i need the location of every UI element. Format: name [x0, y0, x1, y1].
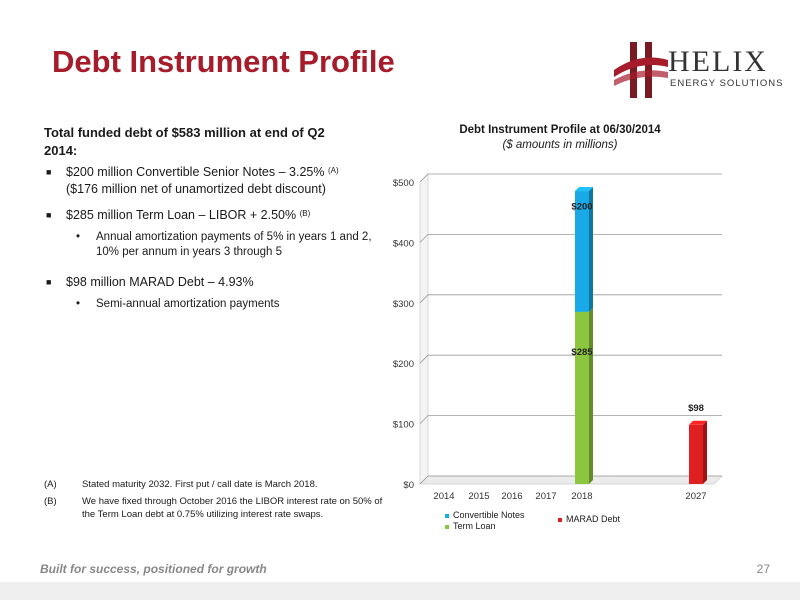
bar-segment-side [589, 307, 593, 484]
bullet-convertible: ■ $200 million Convertible Senior Notes … [44, 164, 384, 198]
x-tick-label: 2017 [535, 491, 556, 502]
legend-swatch-icon [445, 513, 449, 518]
y-tick-label: $300 [393, 299, 414, 310]
legend-convertible: Convertible Notes [445, 510, 525, 520]
legend-term-loan: Term Loan [445, 521, 496, 531]
helix-emblem-icon [614, 42, 668, 98]
bullet-term-loan: ■ $285 million Term Loan – LIBOR + 2.50%… [44, 207, 384, 224]
sub-bullet-text: Annual amortization payments of 5% in ye… [96, 231, 372, 258]
bar-segment-side [589, 187, 593, 312]
legend-label: Term Loan [453, 521, 496, 531]
footnote-tag: (A) [44, 479, 57, 490]
dot-bullet-icon: • [76, 298, 81, 310]
square-bullet-icon: ■ [46, 277, 52, 287]
footnote-ref: (B) [299, 209, 311, 218]
footer-band [0, 582, 800, 600]
square-bullet-icon: ■ [46, 210, 52, 220]
dot-bullet-icon: • [76, 231, 81, 243]
x-tick-label: 2016 [501, 491, 522, 502]
y-tick-label: $200 [393, 359, 414, 370]
gridline [419, 173, 722, 183]
footer-tagline: Built for success, positioned for growth [40, 562, 267, 576]
sub-bullet-amortization: • Annual amortization payments of 5% in … [44, 230, 384, 260]
bullet-marad: ■ $98 million MARAD Debt – 4.93% [44, 274, 384, 291]
x-tick-label: 2014 [433, 491, 454, 502]
y-tick-label: $500 [393, 178, 414, 189]
footnote-text: We have fixed through October 2016 the L… [82, 496, 383, 520]
y-tick-label: $0 [403, 480, 414, 491]
legend-swatch-icon [558, 517, 562, 522]
bar-segment-front [689, 424, 703, 484]
sub-bullet-text: Semi-annual amortization payments [96, 298, 280, 310]
chart-title: Debt Instrument Profile at 06/30/2014 [459, 124, 661, 136]
logo-name: HELIX [668, 45, 768, 78]
bar-segment-top [689, 420, 707, 425]
data-label: $98 [688, 403, 704, 414]
page-number: 27 [756, 562, 770, 576]
square-bullet-icon: ■ [46, 167, 52, 177]
chart-floor [419, 475, 723, 485]
gridline [419, 354, 722, 364]
y-tick-label: $400 [393, 238, 414, 249]
gridline [419, 234, 722, 243]
chart-side-wall [419, 173, 429, 485]
gridline [419, 415, 722, 424]
footnotes: (A) Stated maturity 2032. First put / ca… [44, 478, 384, 525]
bar-segment-side [703, 420, 707, 484]
slide-title: Debt Instrument Profile [52, 44, 395, 79]
x-tick-label: 2015 [468, 491, 489, 502]
gridline [419, 475, 722, 485]
legend-label: MARAD Debt [566, 514, 621, 524]
summary-heading: Total funded debt of $583 million at end… [44, 125, 325, 158]
legend-swatch-icon [445, 524, 449, 529]
logo-subtitle: ENERGY SOLUTIONS [670, 78, 784, 89]
bullet-text-continued: ($176 million net of unamortized debt di… [66, 182, 326, 196]
gridline [419, 294, 722, 304]
y-tick-label: $100 [393, 420, 414, 431]
sub-bullet-semiannual: • Semi-annual amortization payments [44, 297, 384, 312]
bar-segment-front [575, 191, 589, 312]
x-tick-label: 2018 [571, 491, 592, 502]
footnote-tag: (B) [44, 496, 57, 507]
bar-segment-front [575, 311, 589, 484]
footnote-text: Stated maturity 2032. First put / call d… [82, 479, 318, 490]
debt-profile-chart: $0 $100 $200 $300 $400 $500 2014 2015 2016 2017 20… [393, 173, 723, 502]
bullet-list: ■ $200 million Convertible Senior Notes … [44, 164, 384, 321]
footnote-ref: (A) [327, 166, 339, 175]
bar-segment-top [575, 187, 593, 192]
bullet-text: $98 million MARAD Debt – 4.93% [66, 275, 254, 289]
data-label: $285 [571, 347, 593, 358]
helix-logo: HELIX ENERGY SOLUTIONS [612, 40, 792, 100]
bullet-text: $285 million Term Loan – LIBOR + 2.50% [66, 208, 297, 222]
footnote-b: (B) We have fixed through October 2016 t… [44, 495, 384, 521]
legend-marad: MARAD Debt [558, 514, 620, 524]
footnote-a: (A) Stated maturity 2032. First put / ca… [44, 478, 384, 491]
data-label: $200 [571, 201, 592, 212]
legend-label: Convertible Notes [453, 510, 525, 520]
x-tick-label: 2027 [685, 491, 706, 502]
chart-subtitle: ($ amounts in millions) [502, 139, 618, 151]
bullet-text: $200 million Convertible Senior Notes – … [66, 165, 325, 179]
